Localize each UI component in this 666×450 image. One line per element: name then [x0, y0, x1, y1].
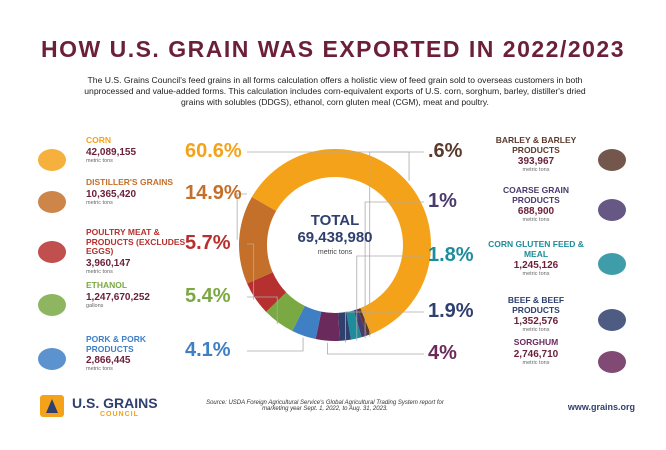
- description: The U.S. Grains Council's feed grains in…: [84, 75, 586, 107]
- category-block: CORN 42,089,155 metric tons: [86, 135, 186, 164]
- category-block: ETHANOL 1,247,670,252 gallons: [86, 280, 186, 309]
- category-amount: 1,352,576: [513, 316, 559, 327]
- donut-slice: [292, 305, 322, 340]
- category-unit: metric tons: [522, 167, 550, 173]
- connector: [247, 296, 278, 325]
- total-block: TOTAL 69,438,980 metric tons: [285, 212, 385, 256]
- category-unit: metric tons: [522, 271, 550, 277]
- icon: [598, 309, 626, 331]
- category-name: CORN: [86, 135, 112, 145]
- connector: [364, 201, 424, 339]
- percent-label: 5.4%: [185, 285, 231, 307]
- category-unit: metric tons: [86, 268, 113, 275]
- url: www.grains.org: [567, 402, 635, 412]
- category-amount: 42,089,155: [86, 146, 137, 158]
- icon: [38, 241, 66, 263]
- donut-slice: [353, 309, 368, 338]
- category-name: BARLEY & BARLEY PRODUCTS: [495, 135, 577, 155]
- category-amount: 393,967: [517, 156, 555, 167]
- category-amount: 10,365,420: [86, 188, 137, 200]
- category-block: PORK & PORK PRODUCTS 2,866,445 metric tons: [86, 334, 186, 372]
- percent-label: 14.9%: [185, 182, 242, 204]
- total-label: TOTAL: [310, 212, 360, 229]
- category-block: CORN GLUTEN FEED & MEAL 1,245,126 metric t…: [486, 239, 586, 277]
- logo-icon: [40, 395, 64, 417]
- category-unit: gallons: [86, 302, 104, 309]
- icon: [598, 351, 626, 373]
- total-value: 69,438,980: [297, 229, 373, 246]
- percent-label: 5.7%: [185, 232, 231, 254]
- title: HOW U.S. GRAIN WAS EXPORTED IN 2022/2023: [40, 36, 626, 62]
- category-unit: metric tons: [522, 359, 550, 366]
- category-name: COARSE GRAIN PRODUCTS: [502, 185, 570, 205]
- connector: [247, 337, 304, 352]
- category-block: COARSE GRAIN PRODUCTS 688,900 metric tons: [486, 185, 586, 223]
- donut-slice: [247, 272, 287, 312]
- connector: [345, 311, 424, 343]
- category-unit: metric tons: [86, 199, 113, 206]
- category-block: POULTRY MEAT & PRODUCTS (EXCLUDES EGGS) 3…: [86, 227, 186, 275]
- donut-slice: [338, 312, 352, 341]
- category-block: DISTILLER'S GRAINS 10,365,420 metric tons: [86, 177, 186, 206]
- donut-slice: [315, 311, 340, 341]
- percent-label: .6%: [428, 140, 463, 162]
- category-name: BEEF & BEEF PRODUCTS: [507, 295, 565, 315]
- connector: [369, 151, 424, 337]
- connector: [327, 342, 424, 355]
- category-name: POULTRY MEAT & PRODUCTS (EXCLUDES EGGS): [86, 227, 186, 256]
- logo-sub: COUNCIL: [100, 411, 139, 418]
- category-amount: 2,746,710: [513, 348, 559, 360]
- category-block: BARLEY & BARLEY PRODUCTS 393,967 metric to…: [486, 135, 586, 173]
- category-amount: 1,245,126: [513, 260, 559, 271]
- percent-label: 60.6%: [185, 140, 242, 162]
- icon: [38, 149, 66, 171]
- category-unit: metric tons: [86, 366, 113, 372]
- category-unit: metric tons: [86, 157, 113, 164]
- category-amount: 2,866,445: [86, 355, 131, 366]
- icon: [38, 191, 66, 213]
- category-amount: 688,900: [517, 206, 555, 217]
- percent-label: 1%: [428, 190, 457, 212]
- icon: [598, 253, 626, 275]
- source: Source: USDA Foreign Agricultural Servic…: [206, 400, 444, 412]
- category-name: ETHANOL: [86, 280, 128, 290]
- category-name: DISTILLER'S GRAINS: [86, 177, 174, 187]
- icon: [598, 199, 626, 221]
- donut-slice: [251, 149, 431, 335]
- total-unit: metric tons: [317, 249, 353, 256]
- percent-label: 4%: [428, 342, 457, 364]
- donut-slice: [239, 197, 277, 284]
- donut-slice: [357, 308, 371, 336]
- connector: [247, 243, 255, 300]
- category-block: SORGHUM 2,746,710 metric tons: [486, 337, 586, 366]
- category-amount: 3,960,147: [86, 257, 131, 269]
- category-unit: metric tons: [522, 217, 550, 223]
- logo-name: U.S. GRAINS: [72, 395, 158, 411]
- category-block: BEEF & BEEF PRODUCTS 1,352,576 metric tons: [486, 295, 586, 333]
- icon: [598, 149, 626, 171]
- icon: [38, 294, 66, 316]
- category-name: SORGHUM: [513, 337, 559, 347]
- category-unit: metric tons: [522, 327, 550, 333]
- donut-slice: [346, 310, 362, 340]
- percent-label: 1.9%: [428, 300, 474, 322]
- connector: [236, 193, 247, 240]
- category-amount: 1,247,670,252: [86, 291, 150, 303]
- category-name: PORK & PORK PRODUCTS: [86, 334, 146, 354]
- donut-slice: [266, 292, 305, 331]
- icon: [38, 348, 66, 370]
- percent-label: 4.1%: [185, 339, 231, 361]
- percent-label: 1.8%: [428, 244, 474, 266]
- category-name: CORN GLUTEN FEED & MEAL: [488, 239, 584, 259]
